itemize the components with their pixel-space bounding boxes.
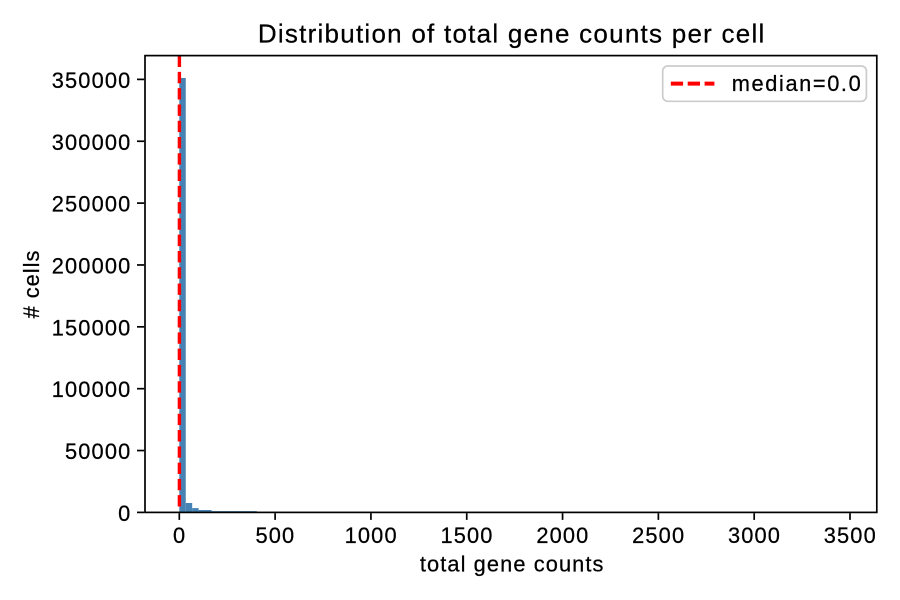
- svg-text:Distribution of total gene cou: Distribution of total gene counts per ce…: [258, 19, 766, 49]
- svg-text:200000: 200000: [52, 254, 132, 279]
- svg-text:0: 0: [173, 523, 186, 548]
- svg-text:3000: 3000: [728, 523, 781, 548]
- svg-text:3500: 3500: [824, 523, 877, 548]
- svg-text:1500: 1500: [440, 523, 493, 548]
- svg-text:1000: 1000: [345, 523, 398, 548]
- svg-text:2500: 2500: [632, 523, 685, 548]
- svg-text:0: 0: [118, 501, 131, 526]
- svg-text:# cells: # cells: [19, 250, 44, 319]
- svg-text:2000: 2000: [536, 523, 589, 548]
- svg-text:total gene counts: total gene counts: [420, 552, 605, 577]
- svg-text:median=0.0: median=0.0: [732, 71, 863, 96]
- svg-text:500: 500: [255, 523, 295, 548]
- svg-text:250000: 250000: [52, 192, 132, 217]
- svg-text:350000: 350000: [52, 68, 132, 93]
- svg-text:150000: 150000: [52, 315, 132, 340]
- svg-text:100000: 100000: [52, 377, 132, 402]
- svg-text:300000: 300000: [52, 130, 132, 155]
- svg-text:50000: 50000: [65, 439, 131, 464]
